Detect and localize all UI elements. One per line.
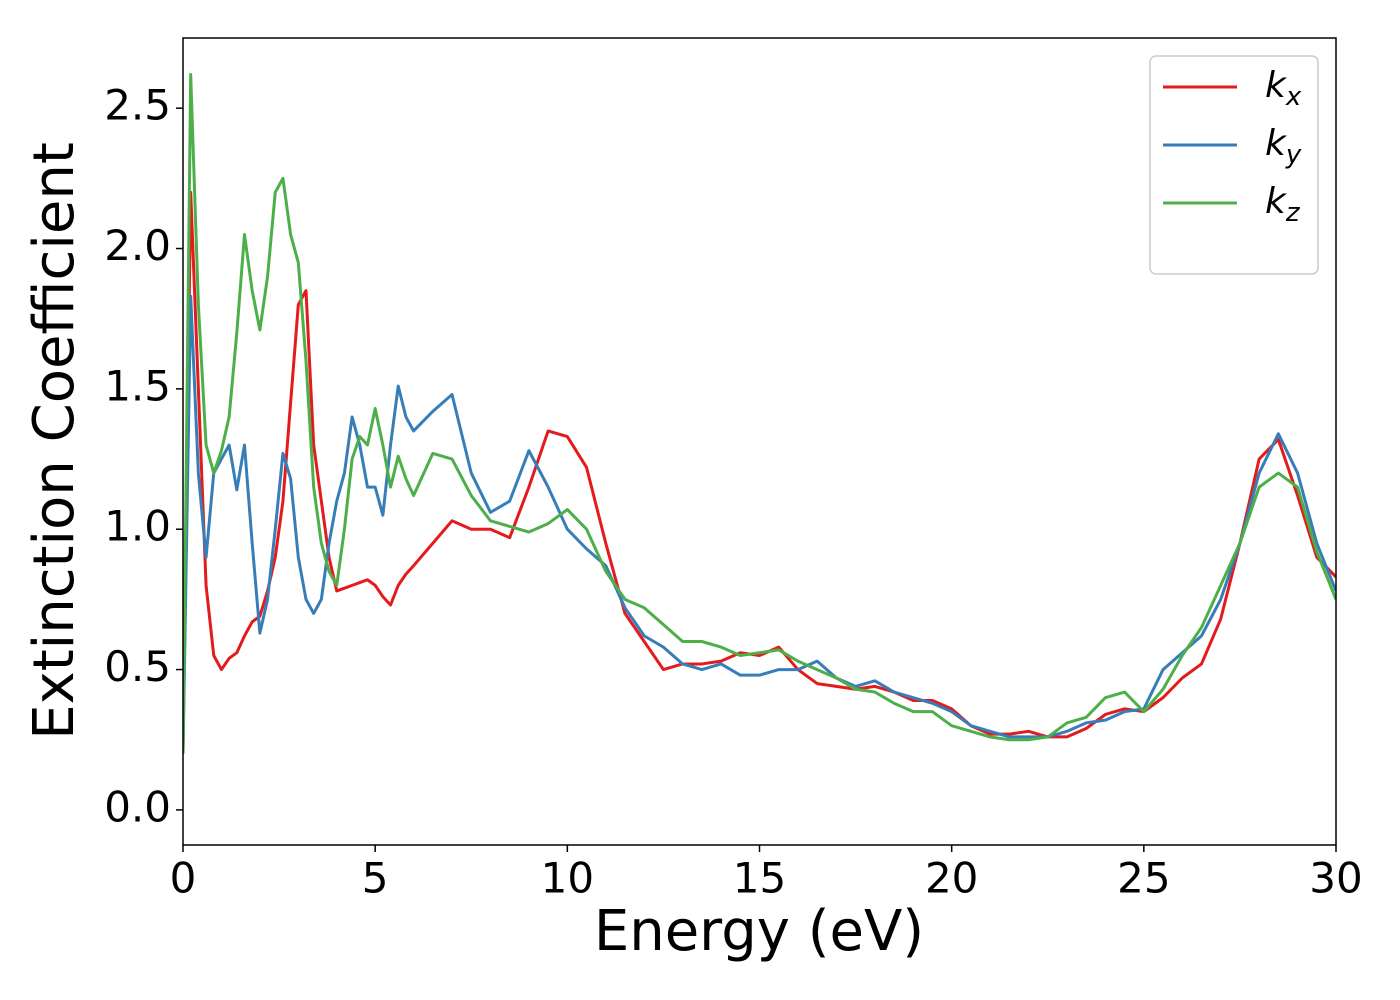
series-line xyxy=(183,294,1336,754)
x-tick-label: 0 xyxy=(170,854,197,903)
x-tick-label: 25 xyxy=(1117,854,1170,903)
y-tick-label: 0.0 xyxy=(104,782,171,831)
x-tick-label: 20 xyxy=(925,854,978,903)
series-line xyxy=(183,72,1336,754)
x-tick-label: 5 xyxy=(362,854,389,903)
y-axis-label: Extinction Coefficient xyxy=(22,142,87,740)
x-tick-label: 30 xyxy=(1309,854,1362,903)
y-tick-label: 0.5 xyxy=(104,642,171,691)
x-axis-label: Energy (eV) xyxy=(594,899,924,964)
y-tick-label: 1.5 xyxy=(104,361,171,410)
y-tick-label: 2.0 xyxy=(104,221,171,270)
y-tick-label: 1.0 xyxy=(104,502,171,551)
series-line xyxy=(183,190,1336,754)
legend-box xyxy=(1149,55,1319,275)
legend-label: kx xyxy=(1265,65,1302,112)
x-tick-label: 15 xyxy=(733,854,786,903)
legend-label: kz xyxy=(1265,181,1301,228)
x-tick-label: 10 xyxy=(541,854,594,903)
y-tick-label: 2.5 xyxy=(104,81,171,130)
legend-label: ky xyxy=(1265,123,1302,170)
plot-frame xyxy=(182,37,1337,846)
